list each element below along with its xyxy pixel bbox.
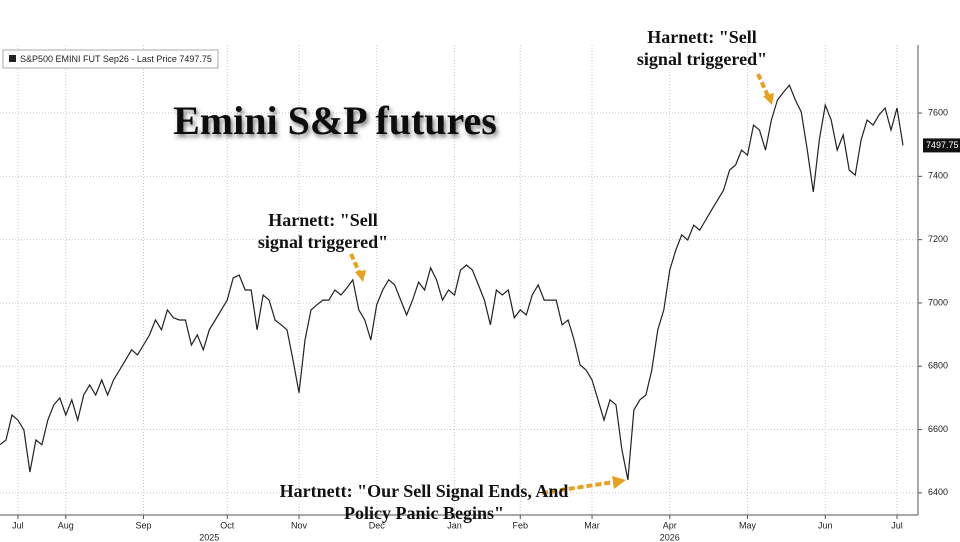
arrow-heads [355,93,774,489]
y-tick-label: 7200 [928,234,948,244]
year-label: 2025 [199,532,219,542]
arrow-head [612,476,626,489]
y-tick-label: 7400 [928,171,948,181]
annotation: Harnett: "Sell [647,27,756,47]
y-tick-label: 6600 [928,424,948,434]
year-label: 2026 [660,532,680,542]
annotation: signal triggered" [258,232,388,252]
x-tick-label: Aug [58,520,74,530]
arrow-head [355,270,366,282]
arrow [756,73,770,97]
x-tick-label: Mar [584,520,600,530]
x-tick-label: Nov [291,520,308,530]
annotation-arrows [349,73,770,495]
annotation: Harnett: "Sell [268,210,377,230]
chart-title: Emini S&P futures [173,98,497,143]
x-tick-label: Sep [136,520,152,530]
x-tick-label: Dec [369,520,386,530]
y-tick-label: 7000 [928,297,948,307]
annotation: Hartnett: "Our Sell Signal Ends, And [280,481,569,501]
legend-label: S&P500 EMINI FUT Sep26 - Last Price 7497… [20,54,212,64]
last-price-box [923,138,960,153]
annotation: signal triggered" [637,49,767,69]
x-tick-label: Feb [513,520,529,530]
y-tick-label: 6400 [928,487,948,497]
y-tick-label: 6800 [928,361,948,371]
x-tick-label: Jul [12,520,24,530]
last-price-label: 7497.75 [926,140,959,150]
y-tick-label: 7600 [928,107,948,117]
annotation: Policy Panic Begins" [344,503,504,523]
x-tick-label: Oct [220,520,235,530]
grid [0,45,918,515]
arrow [541,480,615,495]
legend-box [2,49,219,69]
plot [0,84,904,481]
price-line [0,84,904,481]
arrow [349,253,361,273]
x-tick-label: Jun [818,520,833,530]
x-tick-label: May [739,520,757,530]
legend-swatch [9,55,16,62]
x-tick-label: Jan [447,520,462,530]
arrow-head [763,93,774,105]
x-tick-label: Jul [891,520,903,530]
x-tick-label: Apr [663,520,677,530]
